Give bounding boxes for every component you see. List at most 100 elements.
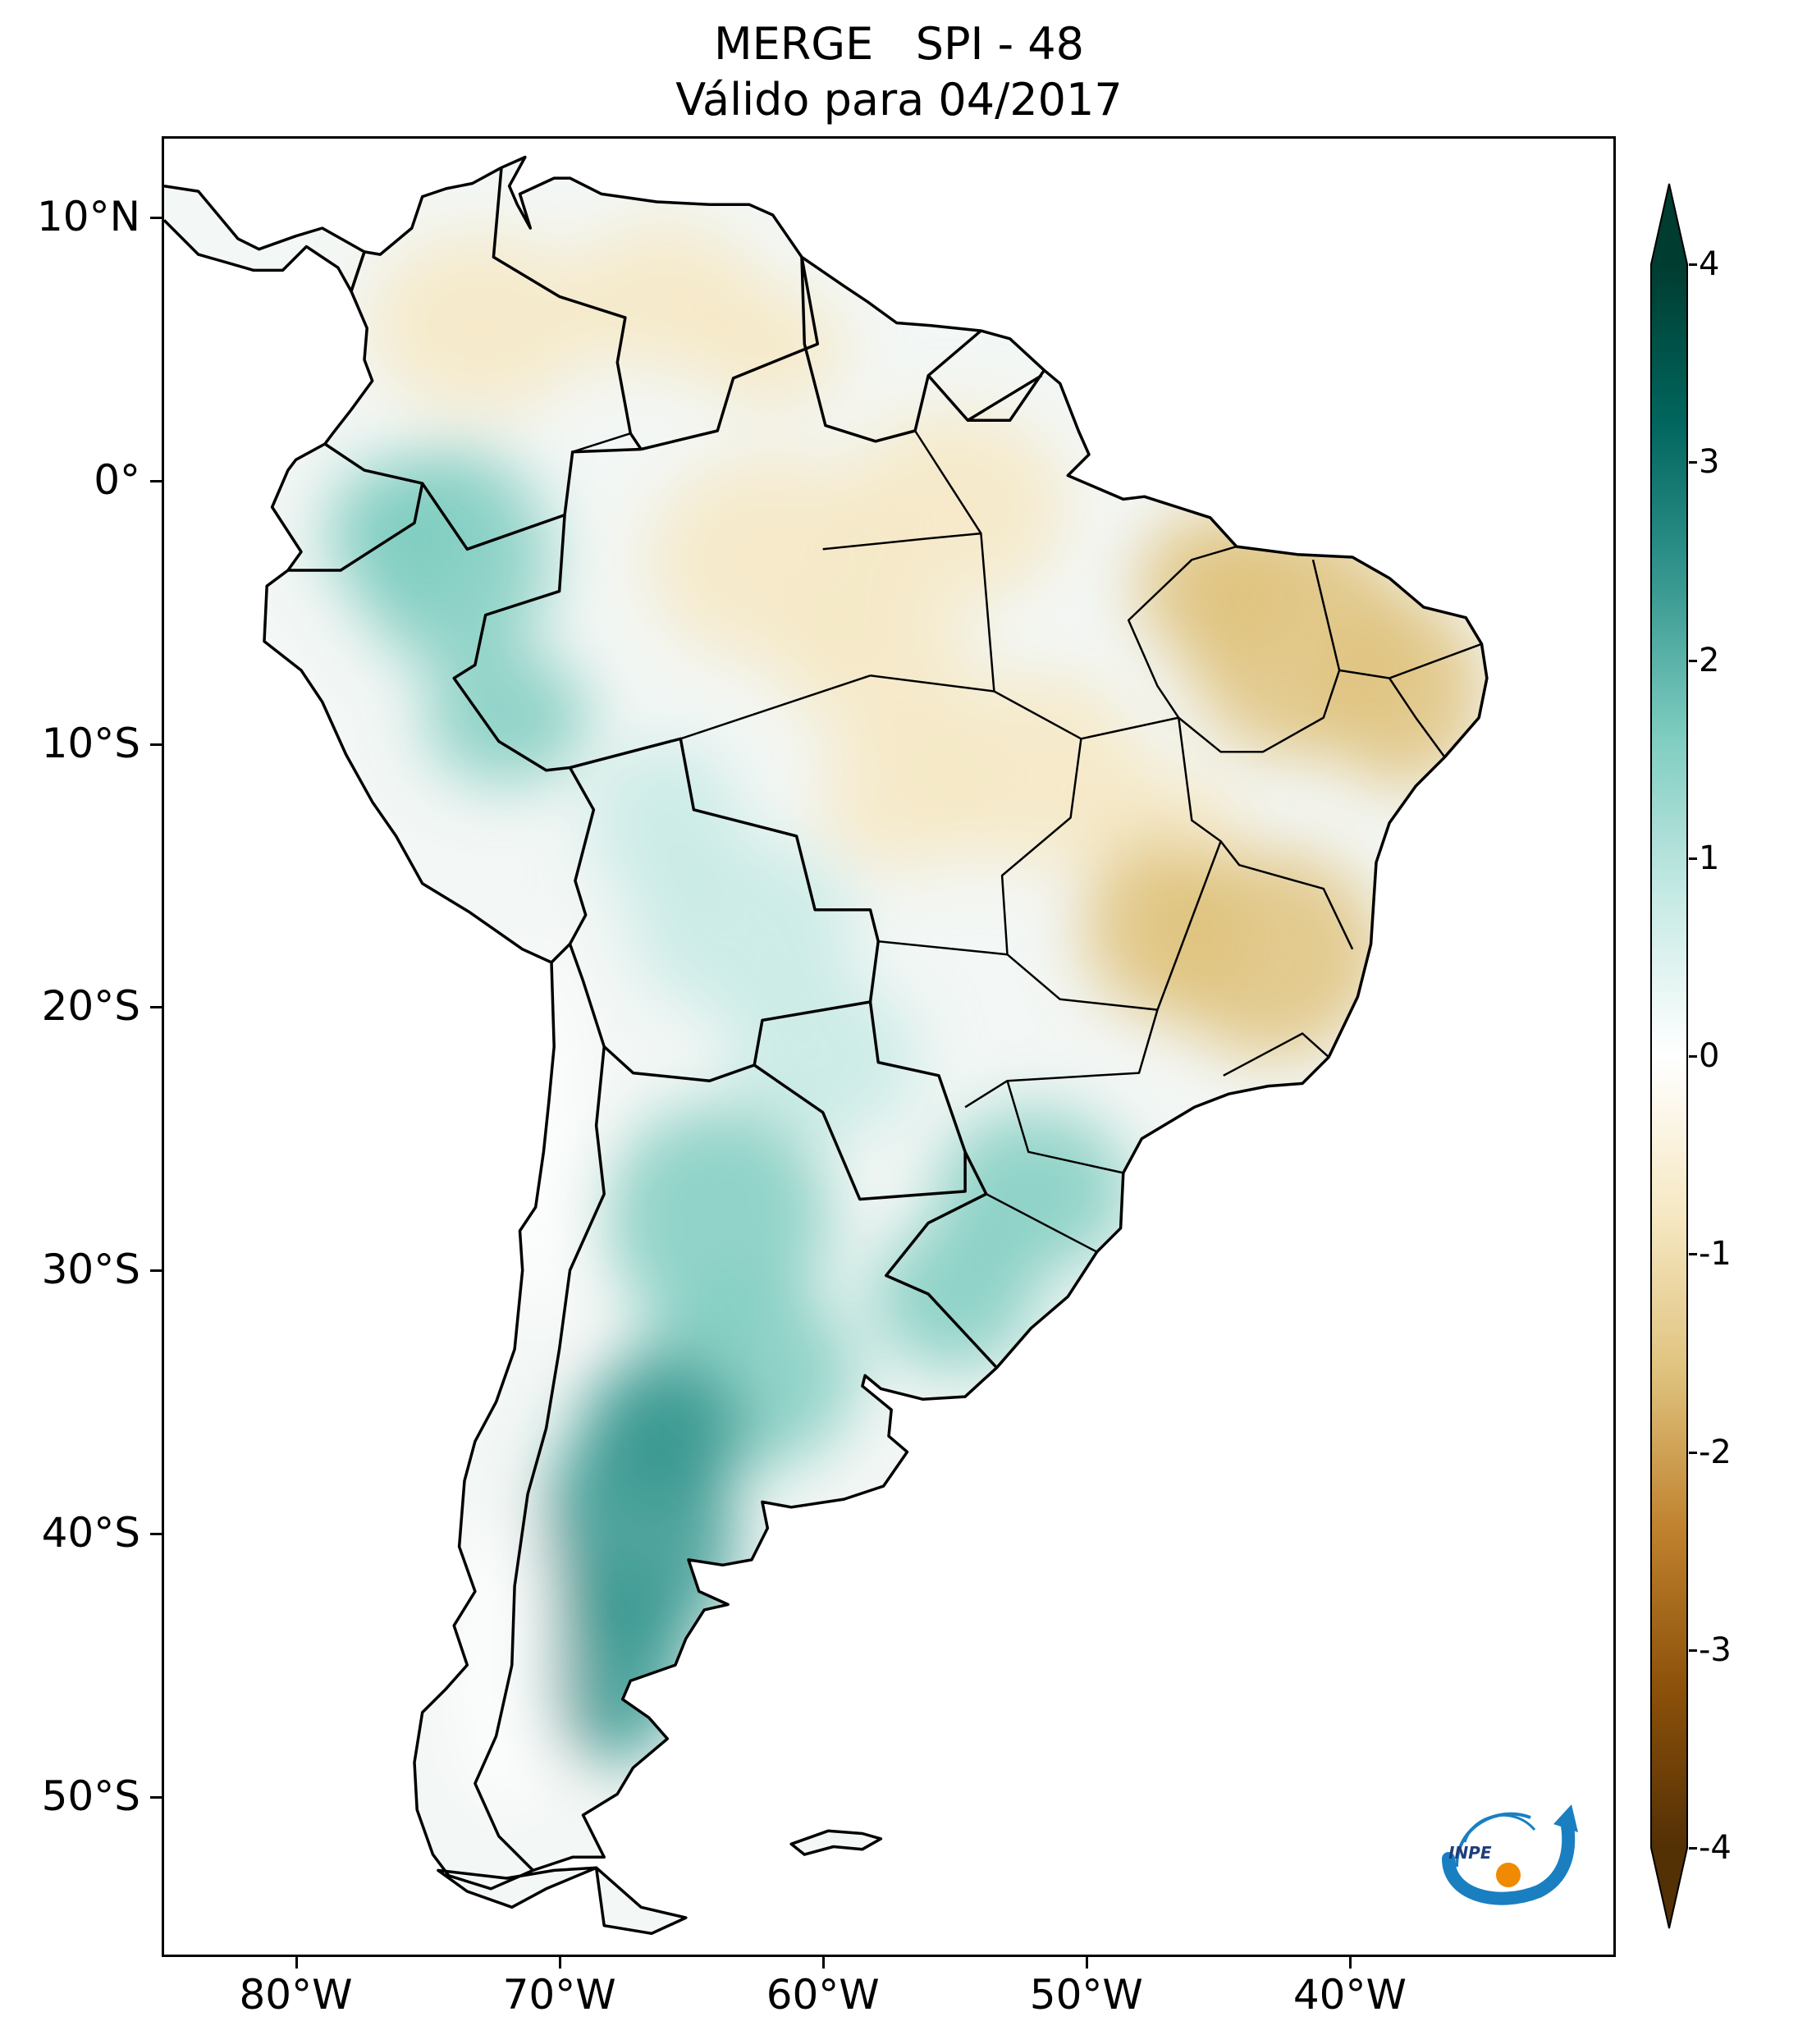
lat-tick-mark bbox=[150, 1795, 162, 1799]
spi-region-central-argentina bbox=[605, 1105, 830, 1330]
colorbar-tick-label: -3 bbox=[1699, 1630, 1732, 1669]
border-line-1 bbox=[640, 256, 820, 451]
lat-tick-label: 10°S bbox=[41, 719, 140, 767]
spi-region-northern-south-america bbox=[695, 289, 845, 409]
state-border-4 bbox=[1000, 738, 1158, 1011]
colorbar-tick-mark bbox=[1689, 1253, 1697, 1256]
colorbar-tick-label: 4 bbox=[1699, 245, 1720, 283]
state-border-15 bbox=[878, 940, 1008, 956]
colorbar-tick-label: 3 bbox=[1699, 443, 1720, 482]
map-title: MERGE SPI - 48 bbox=[714, 18, 1084, 70]
border-line-4 bbox=[287, 482, 424, 572]
lon-tick-label: 50°W bbox=[1029, 1971, 1143, 2019]
spi-region-northern-south-america bbox=[368, 233, 592, 413]
colorbar-extend-max bbox=[1651, 184, 1687, 264]
spi-region-western-amazon bbox=[424, 650, 589, 785]
inpe-logo: INPE bbox=[1442, 1804, 1578, 1905]
lat-tick-mark bbox=[150, 217, 162, 220]
spi-region-central-brazil bbox=[820, 721, 985, 871]
colorbar-tick-label: 0 bbox=[1699, 1037, 1720, 1075]
lon-tick-label: 70°W bbox=[502, 1971, 616, 2019]
spi-region-bolivia-paraguay bbox=[590, 740, 739, 905]
spi-map bbox=[164, 155, 1489, 1936]
central-america-outline bbox=[164, 184, 366, 293]
spi-region-northeast-brazil bbox=[1320, 594, 1485, 789]
state-border-7 bbox=[1178, 559, 1341, 753]
border-line-10 bbox=[474, 1046, 606, 1872]
lat-tick-mark bbox=[150, 1269, 162, 1273]
state-border-10 bbox=[1219, 840, 1354, 950]
lon-tick-mark bbox=[295, 1957, 298, 1969]
colorbar-tick-label: -4 bbox=[1699, 1829, 1732, 1867]
lat-tick-label: 20°S bbox=[41, 982, 140, 1031]
colorbar-tick-mark bbox=[1689, 461, 1697, 464]
state-border-5 bbox=[1081, 716, 1222, 1011]
falklands-outline bbox=[789, 1829, 883, 1856]
state-border-9 bbox=[1389, 677, 1446, 758]
state-border-12 bbox=[1223, 1032, 1330, 1077]
lat-tick-label: 40°S bbox=[41, 1508, 140, 1557]
tierra-del-fuego-outline bbox=[594, 1866, 688, 1936]
lat-tick-label: 0° bbox=[94, 455, 140, 504]
state-border-3 bbox=[870, 674, 995, 693]
border-line-9 bbox=[885, 1151, 998, 1369]
spi-region-northeast-brazil bbox=[1136, 511, 1301, 661]
colorbar-tick-label: -1 bbox=[1699, 1235, 1732, 1273]
colorbar-gradient bbox=[1651, 264, 1687, 1848]
lat-tick-mark bbox=[150, 1006, 162, 1009]
lon-tick-mark bbox=[821, 1957, 825, 1969]
colorbar bbox=[1650, 183, 1688, 1929]
colorbar-tick-label: 1 bbox=[1699, 839, 1720, 877]
colorbar-tick-mark bbox=[1689, 263, 1697, 266]
spi-region-southeast-brazil bbox=[1083, 839, 1248, 1018]
logo-text: INPE bbox=[1448, 1843, 1492, 1863]
lat-tick-mark bbox=[150, 1532, 162, 1535]
colorbar-tick-label: -2 bbox=[1699, 1433, 1732, 1471]
spi-region-western-amazon bbox=[327, 459, 476, 608]
state-border-16 bbox=[914, 430, 982, 534]
colorbar-extend-min bbox=[1651, 1848, 1687, 1928]
spi-region-central-amazon bbox=[842, 409, 1067, 605]
lon-tick-label: 60°W bbox=[766, 1971, 880, 2019]
lon-tick-label: 40°W bbox=[1292, 1971, 1407, 2019]
colorbar-tick-mark bbox=[1689, 1847, 1697, 1850]
spi-region-central-amazon bbox=[778, 590, 973, 740]
spi-region-chile-andes bbox=[458, 1516, 556, 1815]
state-border-0 bbox=[563, 432, 631, 515]
lon-tick-label: 80°W bbox=[239, 1971, 353, 2019]
lat-tick-mark bbox=[150, 479, 162, 482]
state-border-6 bbox=[1127, 545, 1238, 719]
spi-region-chile-andes bbox=[487, 952, 579, 1326]
border-line-8 bbox=[753, 1001, 967, 1201]
border-line-11 bbox=[800, 257, 982, 443]
spi-region-southern-brazil-uruguay bbox=[872, 1222, 1037, 1372]
colorbar-tick-mark bbox=[1689, 1648, 1697, 1652]
colorbar-tick-mark bbox=[1689, 857, 1697, 860]
lon-tick-mark bbox=[1348, 1957, 1352, 1969]
state-border-11 bbox=[964, 1009, 1159, 1109]
border-line-6 bbox=[570, 737, 880, 1003]
colorbar-tick-label: 2 bbox=[1699, 641, 1720, 679]
colorbar-tick-mark bbox=[1689, 1451, 1697, 1454]
border-line-12 bbox=[926, 369, 1045, 422]
lat-tick-label: 10°N bbox=[36, 193, 140, 241]
tierra-del-fuego-west-outline bbox=[437, 1866, 598, 1909]
lon-tick-mark bbox=[558, 1957, 561, 1969]
border-line-5 bbox=[550, 766, 596, 964]
coastline bbox=[263, 155, 1489, 1891]
border-line-7 bbox=[568, 943, 871, 1082]
state-border-13 bbox=[1006, 1080, 1124, 1174]
lat-tick-label: 30°S bbox=[41, 1246, 140, 1294]
state-border-2 bbox=[679, 674, 871, 740]
border-line-3 bbox=[323, 442, 565, 551]
lat-tick-mark bbox=[150, 743, 162, 746]
map-panel bbox=[162, 136, 1616, 1957]
colorbar-tick-mark bbox=[1689, 659, 1697, 662]
spi-region-patagonia bbox=[583, 1353, 748, 1503]
spi-region-patagonia bbox=[537, 1568, 687, 1763]
map-subtitle: Válido para 04/2017 bbox=[675, 74, 1123, 126]
state-border-14 bbox=[986, 1192, 1098, 1253]
border-line-13 bbox=[967, 374, 1043, 422]
colorbar-tick-mark bbox=[1689, 1055, 1697, 1058]
lat-tick-label: 50°S bbox=[41, 1772, 140, 1820]
